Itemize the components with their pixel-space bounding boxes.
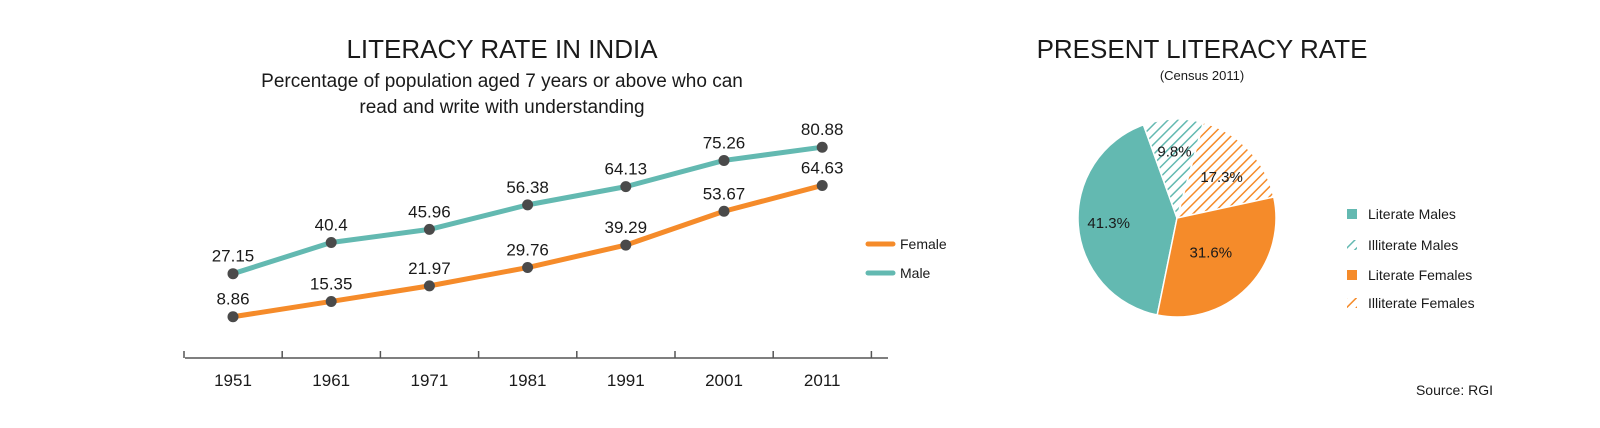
pie-slice-illiterate-females — [1175, 121, 1275, 219]
x-tick-label-1981: 1981 — [509, 371, 547, 390]
data-label-female-1981: 29.76 — [506, 241, 549, 260]
x-axis-ticks: 1951 1961 1971 1981 1991 2001 2011 — [183, 351, 873, 390]
legend-label-male: Male — [900, 265, 931, 281]
pie-slice-literate-females — [1156, 196, 1277, 318]
data-point-female-2001 — [718, 205, 730, 217]
legend-item-male: Male — [865, 265, 931, 281]
data-label-female-1971: 21.97 — [408, 259, 451, 278]
pie-chart-legend: Literate Males Illiterate Males Literate F… — [1347, 206, 1475, 311]
data-label-male-2011: 80.88 — [801, 120, 844, 139]
data-point-male-1961 — [325, 236, 337, 248]
data-point-female-1961 — [325, 295, 337, 307]
pie-label-illiterate-females: 17.3% — [1200, 169, 1243, 186]
source-note: Source: RGI — [1416, 382, 1493, 398]
data-point-female-1991 — [620, 239, 632, 251]
data-label-female-1991: 39.29 — [605, 218, 648, 237]
data-point-female-1951 — [227, 311, 239, 323]
pie-legend-label-illiterate-females: Illiterate Females — [1368, 295, 1475, 311]
line-chart-title: LITERACY RATE IN INDIA — [346, 34, 658, 64]
data-label-male-1961: 40.4 — [315, 215, 348, 234]
pie-legend-swatch-literate-males — [1347, 209, 1357, 219]
data-point-female-1971 — [423, 280, 435, 292]
legend-item-female: Female — [865, 236, 947, 252]
x-tick-label-1971: 1971 — [410, 371, 448, 390]
data-label-male-1991: 64.13 — [605, 160, 648, 179]
pie-chart — [1077, 118, 1277, 318]
x-tick-label-1991: 1991 — [607, 371, 645, 390]
pie-label-literate-males: 41.3% — [1087, 215, 1130, 232]
data-label-male-1951: 27.15 — [212, 247, 255, 266]
data-point-male-1981 — [522, 199, 534, 211]
pie-legend-label-literate-males: Literate Males — [1368, 206, 1456, 222]
data-label-male-1981: 56.38 — [506, 178, 549, 197]
pie-legend-label-literate-females: Literate Females — [1368, 267, 1472, 283]
data-label-female-2011: 64.63 — [801, 158, 844, 177]
pie-legend-swatch-literate-females — [1347, 270, 1357, 280]
pie-chart-subtitle: (Census 2011) — [1160, 68, 1244, 83]
pie-legend-item-illiterate-males: Illiterate Males — [1347, 237, 1458, 253]
pie-legend-label-illiterate-males: Illiterate Males — [1368, 237, 1458, 253]
x-tick-label-2001: 2001 — [705, 371, 743, 390]
data-point-male-2001 — [718, 154, 730, 166]
pie-slice-literate-males — [1077, 123, 1178, 316]
series-points — [227, 141, 828, 323]
data-labels: 27.15 40.4 45.96 56.38 64.13 75.26 80.88 8.86 15… — [212, 120, 844, 309]
x-tick-label-1961: 1961 — [312, 371, 350, 390]
line-chart: 1951 1961 1971 1981 1991 2001 2011 27.15 40.4 45… — [183, 120, 888, 390]
pie-legend-swatch-illiterate-males — [1347, 240, 1357, 250]
pie-legend-item-literate-males: Literate Males — [1347, 206, 1456, 222]
data-point-male-1971 — [423, 223, 435, 235]
x-tick-label-1951: 1951 — [214, 371, 252, 390]
line-chart-subtitle-line1: Percentage of population aged 7 years or… — [261, 71, 743, 92]
data-label-female-1951: 8.86 — [216, 290, 249, 309]
data-point-male-1951 — [227, 268, 239, 280]
pie-label-illiterate-males: 9.8% — [1157, 144, 1191, 161]
x-tick-label-2011: 2011 — [804, 371, 841, 390]
pie-slice-labels: 41.3% 9.8% 17.3% 31.6% — [1087, 144, 1242, 262]
pie-legend-item-literate-females: Literate Females — [1347, 267, 1472, 283]
pie-label-literate-females: 31.6% — [1190, 244, 1233, 261]
data-label-female-2001: 53.67 — [703, 184, 746, 203]
data-point-female-1981 — [522, 262, 534, 274]
pie-legend-item-illiterate-females: Illiterate Females — [1347, 295, 1475, 311]
data-point-male-2011 — [816, 141, 828, 153]
data-label-male-2001: 75.26 — [703, 133, 746, 152]
data-point-male-1991 — [620, 181, 632, 193]
legend-label-female: Female — [900, 236, 947, 252]
data-label-male-1971: 45.96 — [408, 202, 451, 221]
pie-chart-title: PRESENT LITERACY RATE — [1037, 34, 1368, 64]
line-chart-subtitle-line2: read and write with understanding — [359, 97, 644, 118]
line-chart-legend: Female Male — [865, 236, 947, 281]
data-point-female-2011 — [816, 179, 828, 191]
pie-legend-swatch-illiterate-females — [1347, 298, 1357, 308]
data-label-female-1961: 15.35 — [310, 274, 353, 293]
